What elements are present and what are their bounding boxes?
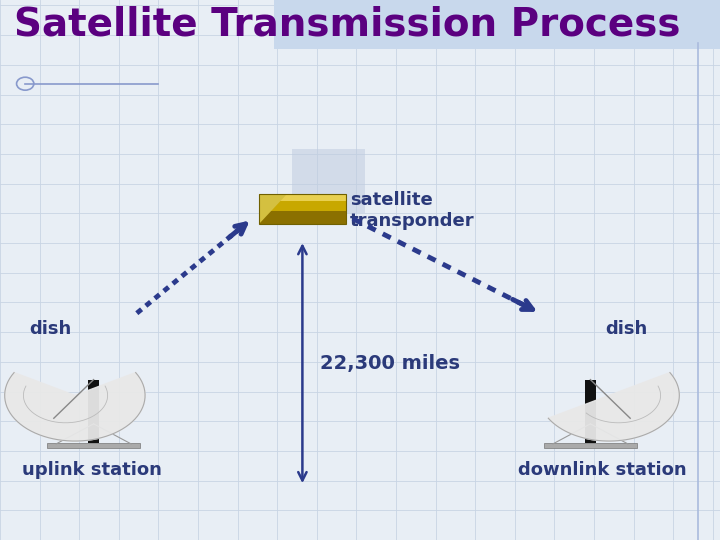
Text: satellite
transponder: satellite transponder — [350, 191, 474, 230]
Text: dish: dish — [29, 320, 71, 339]
Bar — [292, 148, 365, 213]
Polygon shape — [5, 373, 145, 441]
Text: 22,300 miles: 22,300 miles — [320, 354, 460, 373]
Bar — [88, 380, 99, 443]
Polygon shape — [549, 373, 679, 441]
Bar — [259, 194, 346, 211]
Text: downlink station: downlink station — [518, 461, 687, 479]
Polygon shape — [259, 194, 287, 224]
Bar — [47, 443, 140, 448]
Bar — [274, 0, 720, 49]
Bar — [259, 194, 346, 224]
Text: uplink station: uplink station — [22, 461, 161, 479]
Bar — [259, 194, 346, 201]
Bar — [544, 443, 637, 448]
Text: dish: dish — [605, 320, 647, 339]
Text: Satellite Transmission Process: Satellite Transmission Process — [14, 5, 681, 43]
Bar — [259, 194, 346, 224]
Bar — [585, 380, 596, 443]
